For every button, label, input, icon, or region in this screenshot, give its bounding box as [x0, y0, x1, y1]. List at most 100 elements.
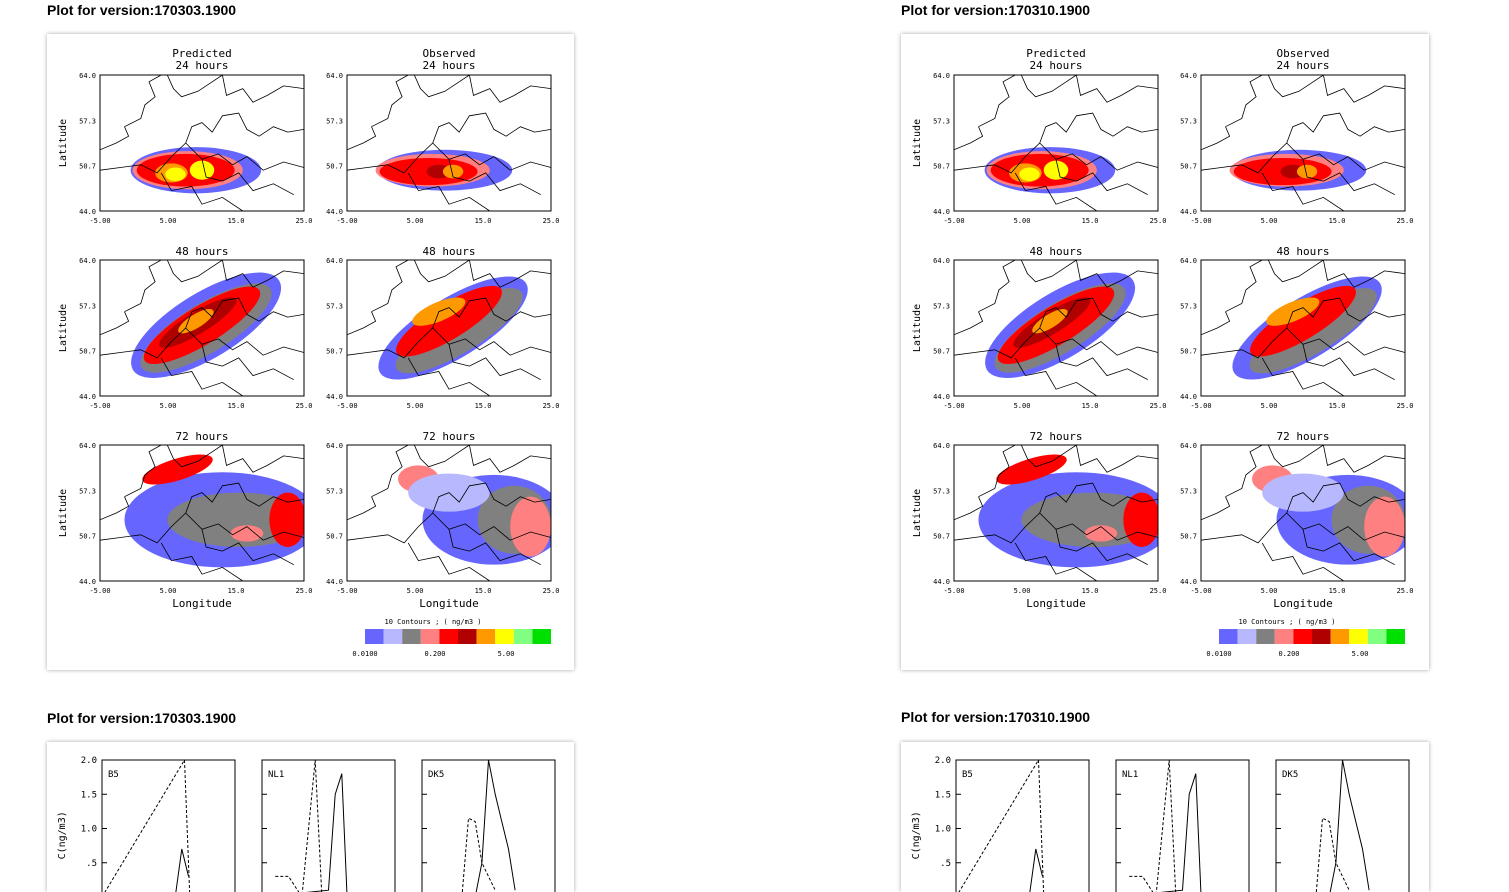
map-panel-bg	[347, 75, 551, 211]
lat-tick-label: 64.0	[1180, 257, 1197, 265]
concentration-contour	[1043, 160, 1069, 180]
legend-swatch	[1256, 629, 1275, 644]
legend-title: 10 Contours ; ( ng/m3 )	[1239, 618, 1336, 626]
lon-tick-label: 5.00	[407, 217, 424, 225]
lat-tick-label: 64.0	[326, 72, 343, 80]
lat-tick-label: 64.0	[933, 442, 950, 450]
timeseries-frame	[955, 759, 1090, 892]
lat-tick-label: 57.3	[933, 302, 950, 310]
lon-tick-label: 5.00	[160, 217, 177, 225]
y-tick-label: .5	[940, 859, 951, 869]
map-panel-frame	[99, 444, 305, 582]
concentration-contour	[1296, 164, 1318, 179]
panel-title: Predicted	[1026, 47, 1086, 60]
lat-tick-label: 50.7	[79, 163, 96, 171]
y-tick-label: 1.0	[935, 825, 951, 835]
concentration-contour	[396, 285, 502, 357]
map-panel-frame	[346, 444, 552, 582]
station-label: B5	[962, 770, 973, 780]
timeseries-panel: DK5	[421, 759, 556, 892]
panel-title: 24 hours	[1030, 59, 1083, 72]
color-legend: 10 Contours ; ( ng/m3 ) 0.0100 0.200 5.00	[1206, 618, 1405, 658]
map-panel-frame	[1200, 444, 1406, 582]
coastline	[954, 260, 1158, 396]
legend-swatch	[439, 629, 458, 644]
y-axis-label: Latitude	[58, 304, 69, 352]
station-label: DK5	[1282, 770, 1298, 780]
lat-tick-label: 64.0	[326, 442, 343, 450]
lat-tick-label: 44.0	[933, 578, 950, 586]
lon-tick-label: -5.00	[943, 402, 964, 410]
timeseries-frame	[261, 759, 396, 892]
panel-title: 72 hours	[423, 430, 476, 443]
map-panel: 64.0 57.3 50.7 44.0-5.00 5.00 15.0 25.0 Latitud…	[58, 442, 312, 610]
map-panel: 64.0 57.3 50.7 44.0-5.00 5.00 15.0 25.0	[326, 72, 559, 225]
lon-tick-label: 5.00	[1014, 402, 1031, 410]
plume-layer	[347, 445, 551, 581]
legend-swatch	[1367, 629, 1387, 644]
lon-tick-label: 5.00	[1014, 587, 1031, 595]
panel-title: 24 hours	[176, 59, 229, 72]
map-panel-frame	[346, 259, 552, 397]
panel-title: 72 hours	[1030, 430, 1083, 443]
lat-tick-label: 44.0	[1180, 208, 1197, 216]
lat-tick-label: 64.0	[79, 442, 96, 450]
lon-tick-label: 5.00	[1261, 402, 1278, 410]
concentration-contour	[1019, 167, 1040, 182]
legend-swatch	[532, 629, 551, 644]
lat-tick-label: 57.3	[326, 117, 343, 125]
lon-tick-label: 15.0	[1329, 217, 1346, 225]
lon-tick-label: 5.00	[407, 587, 424, 595]
observed-line	[475, 759, 516, 892]
section-title: Plot for version:170310.1900	[901, 709, 1091, 725]
lat-tick-label: 50.7	[1180, 163, 1197, 171]
lat-tick-label: 50.7	[933, 163, 950, 171]
lon-tick-label: 5.00	[1261, 217, 1278, 225]
concentration-contour	[1021, 492, 1158, 547]
legend-title: 10 Contours ; ( ng/m3 )	[385, 618, 482, 626]
lat-tick-label: 50.7	[933, 533, 950, 541]
lat-tick-label: 50.7	[79, 348, 96, 356]
lon-tick-label: 25.0	[296, 217, 313, 225]
plume-layer	[954, 445, 1158, 581]
plume-layer	[954, 75, 1158, 211]
timeseries-card: C(ng/m3) 2.0 1.5 1.0 .5 B5 NL1 DK5	[47, 742, 574, 892]
lat-tick-label: 50.7	[326, 348, 343, 356]
lat-tick-label: 44.0	[1180, 393, 1197, 401]
lon-tick-label: -5.00	[89, 217, 110, 225]
lat-tick-label: 57.3	[1180, 302, 1197, 310]
station-label: NL1	[268, 770, 284, 780]
lat-tick-label: 50.7	[326, 533, 343, 541]
lat-tick-label: 57.3	[79, 117, 96, 125]
lat-tick-label: 64.0	[79, 72, 96, 80]
map-figure-card: Predicted 24 hours Observed 24 hours 48 hour…	[47, 34, 574, 670]
plume-layer	[100, 445, 304, 581]
concentration-contour	[269, 492, 304, 547]
legend-swatch	[383, 629, 403, 644]
lon-tick-label: 25.0	[1150, 217, 1167, 225]
y-tick-label: 2.0	[935, 756, 951, 766]
map-figure-card: Predicted 24 hours Observed 24 hours 48 hour…	[901, 34, 1429, 670]
panel-title: Observed	[423, 47, 476, 60]
coastline	[100, 445, 304, 581]
map-panel: 64.0 57.3 50.7 44.0-5.00 5.00 15.0 25.0 Latitud…	[912, 442, 1166, 610]
observed-line	[305, 773, 348, 892]
coastline	[1201, 260, 1405, 396]
legend-label: 0.200	[424, 650, 445, 658]
panel-title: 24 hours	[1277, 59, 1330, 72]
plume-layer	[1201, 445, 1405, 581]
lat-tick-label: 44.0	[79, 208, 96, 216]
lon-tick-label: 15.0	[475, 402, 492, 410]
concentration-contour	[1123, 492, 1158, 547]
concentration-contour	[1032, 309, 1068, 334]
y-axis-label: Latitude	[912, 119, 923, 167]
predicted-line	[104, 758, 191, 892]
lon-tick-label: -5.00	[336, 402, 357, 410]
lon-tick-label: 15.0	[1329, 402, 1346, 410]
lat-tick-label: 50.7	[79, 533, 96, 541]
predicted-line	[1129, 759, 1177, 892]
plume-layer	[100, 260, 304, 396]
lon-tick-label: 5.00	[160, 402, 177, 410]
x-axis-label: Longitude	[1273, 597, 1333, 610]
